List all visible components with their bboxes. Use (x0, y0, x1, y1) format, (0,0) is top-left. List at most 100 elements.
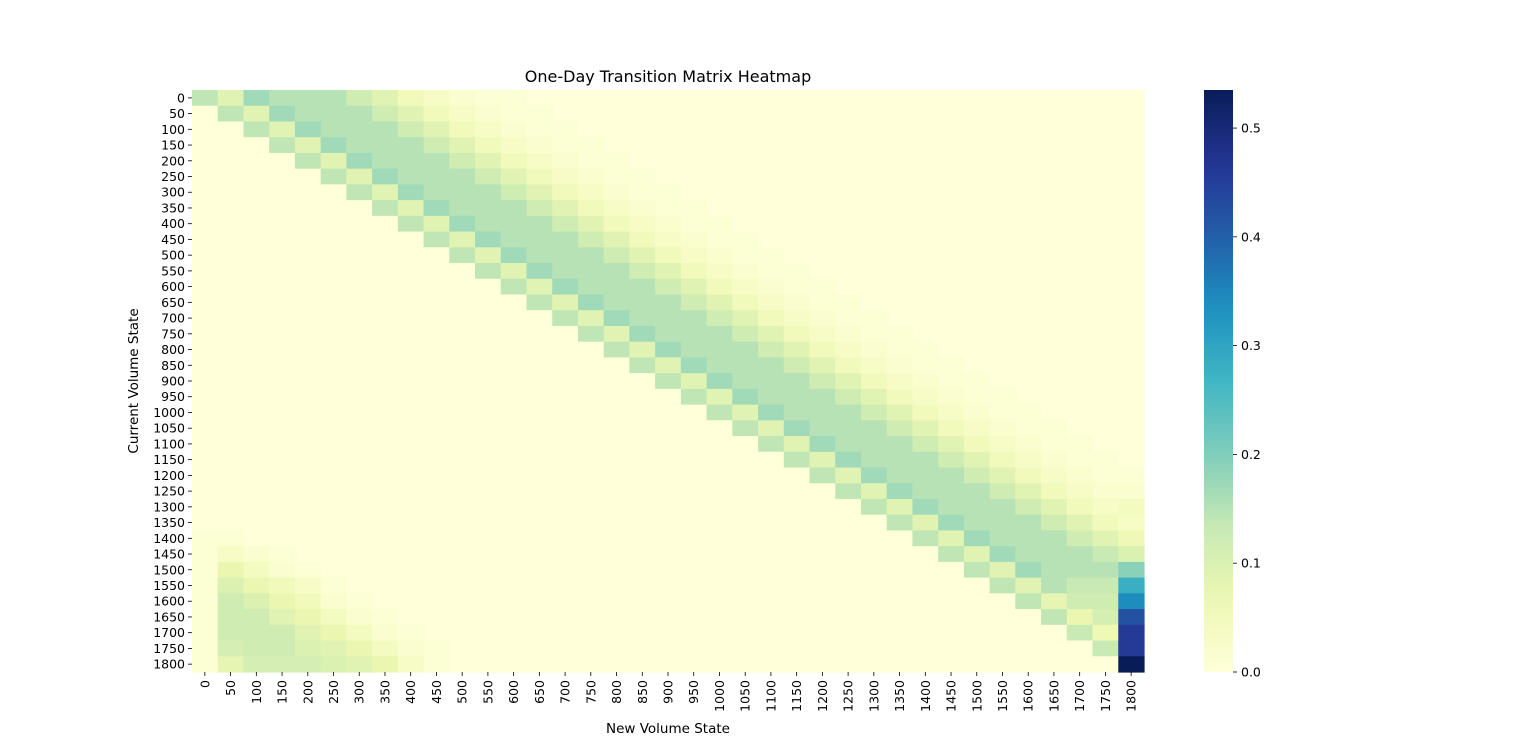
heatmap-cell (860, 498, 888, 516)
heatmap-cell (1118, 105, 1145, 123)
heatmap-cell (603, 294, 631, 311)
heatmap-cell (655, 200, 682, 217)
heatmap-cell (320, 200, 347, 217)
heatmap-cell (294, 609, 322, 626)
heatmap-cell (963, 593, 991, 610)
heatmap-cell (629, 451, 656, 469)
heatmap-cell (269, 325, 296, 343)
heatmap-cell (886, 451, 914, 469)
heatmap-cell (1092, 498, 1119, 516)
heatmap-cell (680, 373, 708, 390)
heatmap-cell (294, 561, 322, 579)
heatmap-cell (835, 357, 862, 374)
heatmap-cell (217, 436, 245, 453)
heatmap-cell (1118, 200, 1145, 217)
heatmap-cell (1015, 388, 1042, 406)
heatmap-cell (732, 514, 759, 532)
heatmap-cell (860, 90, 888, 107)
heatmap-cell (372, 121, 399, 138)
x-tick-label: 650 (532, 680, 547, 704)
heatmap-cell (243, 247, 270, 264)
heatmap-cell (526, 640, 553, 657)
heatmap-cell (963, 640, 991, 657)
heatmap-cell (1041, 546, 1068, 563)
y-tick-label: 250 (161, 169, 185, 184)
heatmap-cell (1015, 152, 1042, 170)
heatmap-cell (1066, 121, 1094, 138)
heatmap-cell (526, 436, 553, 453)
heatmap-cell (1041, 656, 1068, 673)
heatmap-cell (269, 451, 296, 469)
heatmap-cell (552, 577, 579, 594)
heatmap-cell (860, 467, 888, 484)
heatmap-cell (243, 451, 270, 469)
heatmap-cell (989, 388, 1016, 406)
heatmap-cell (423, 498, 450, 516)
heatmap-cell (680, 388, 708, 406)
heatmap-cell (320, 467, 347, 484)
heatmap-cell (217, 420, 245, 437)
heatmap-cell (963, 310, 991, 327)
heatmap-cell (886, 388, 914, 406)
heatmap-cell (706, 609, 733, 626)
heatmap-cell (1118, 121, 1145, 138)
heatmap-cell (603, 310, 631, 327)
heatmap-cell (603, 357, 631, 374)
heatmap-cell (629, 530, 656, 547)
heatmap-cell (320, 451, 347, 469)
heatmap-cell (809, 420, 836, 437)
heatmap-cell (680, 593, 708, 610)
heatmap-cell (758, 121, 785, 138)
heatmap-cell (989, 294, 1016, 311)
heatmap-cell (860, 137, 888, 154)
heatmap-cell (1015, 373, 1042, 390)
heatmap-cell (629, 561, 656, 579)
heatmap-cell (603, 341, 631, 359)
heatmap-cell (783, 609, 811, 626)
heatmap-cell (732, 357, 759, 374)
heatmap-cell (1041, 200, 1068, 217)
heatmap-cell (526, 530, 553, 547)
y-tick-label: 1650 (153, 609, 185, 624)
heatmap-cell (912, 498, 939, 516)
heatmap-cell (423, 184, 450, 201)
heatmap-cell (475, 168, 502, 185)
heatmap-cell (372, 325, 399, 343)
heatmap-cell (423, 624, 450, 642)
x-tick-label: 1300 (866, 680, 881, 712)
heatmap-cell (1041, 325, 1068, 343)
heatmap-cell (526, 263, 553, 280)
heatmap-cell (938, 373, 965, 390)
heatmap-cell (783, 231, 811, 248)
heatmap-cell (706, 137, 733, 154)
heatmap-cell (835, 121, 862, 138)
heatmap-cell (655, 624, 682, 642)
heatmap-cell (1118, 577, 1145, 594)
heatmap-cell (397, 483, 425, 500)
heatmap-cell (192, 90, 219, 107)
heatmap-cell (449, 152, 476, 170)
heatmap-cell (835, 168, 862, 185)
heatmap-cell (809, 231, 836, 248)
heatmap-cell (294, 656, 322, 673)
heatmap-cell (217, 530, 245, 547)
heatmap-cell (938, 451, 965, 469)
heatmap-cell (655, 184, 682, 201)
heatmap-cell (860, 388, 888, 406)
heatmap-cell (294, 373, 322, 390)
heatmap-cell (192, 546, 219, 563)
heatmap-cell (1118, 215, 1145, 233)
heatmap-cell (346, 263, 373, 280)
heatmap-cell (269, 121, 296, 138)
heatmap-cell (1092, 451, 1119, 469)
heatmap-cell (294, 325, 322, 343)
heatmap-cell (243, 420, 270, 437)
heatmap-cell (500, 420, 528, 437)
heatmap-cell (603, 90, 631, 107)
heatmap-cell (1015, 483, 1042, 500)
heatmap-cell (475, 624, 502, 642)
heatmap-cell (1092, 105, 1119, 123)
heatmap-cell (835, 498, 862, 516)
heatmap-cell (732, 247, 759, 264)
y-tick-label: 650 (161, 295, 185, 310)
